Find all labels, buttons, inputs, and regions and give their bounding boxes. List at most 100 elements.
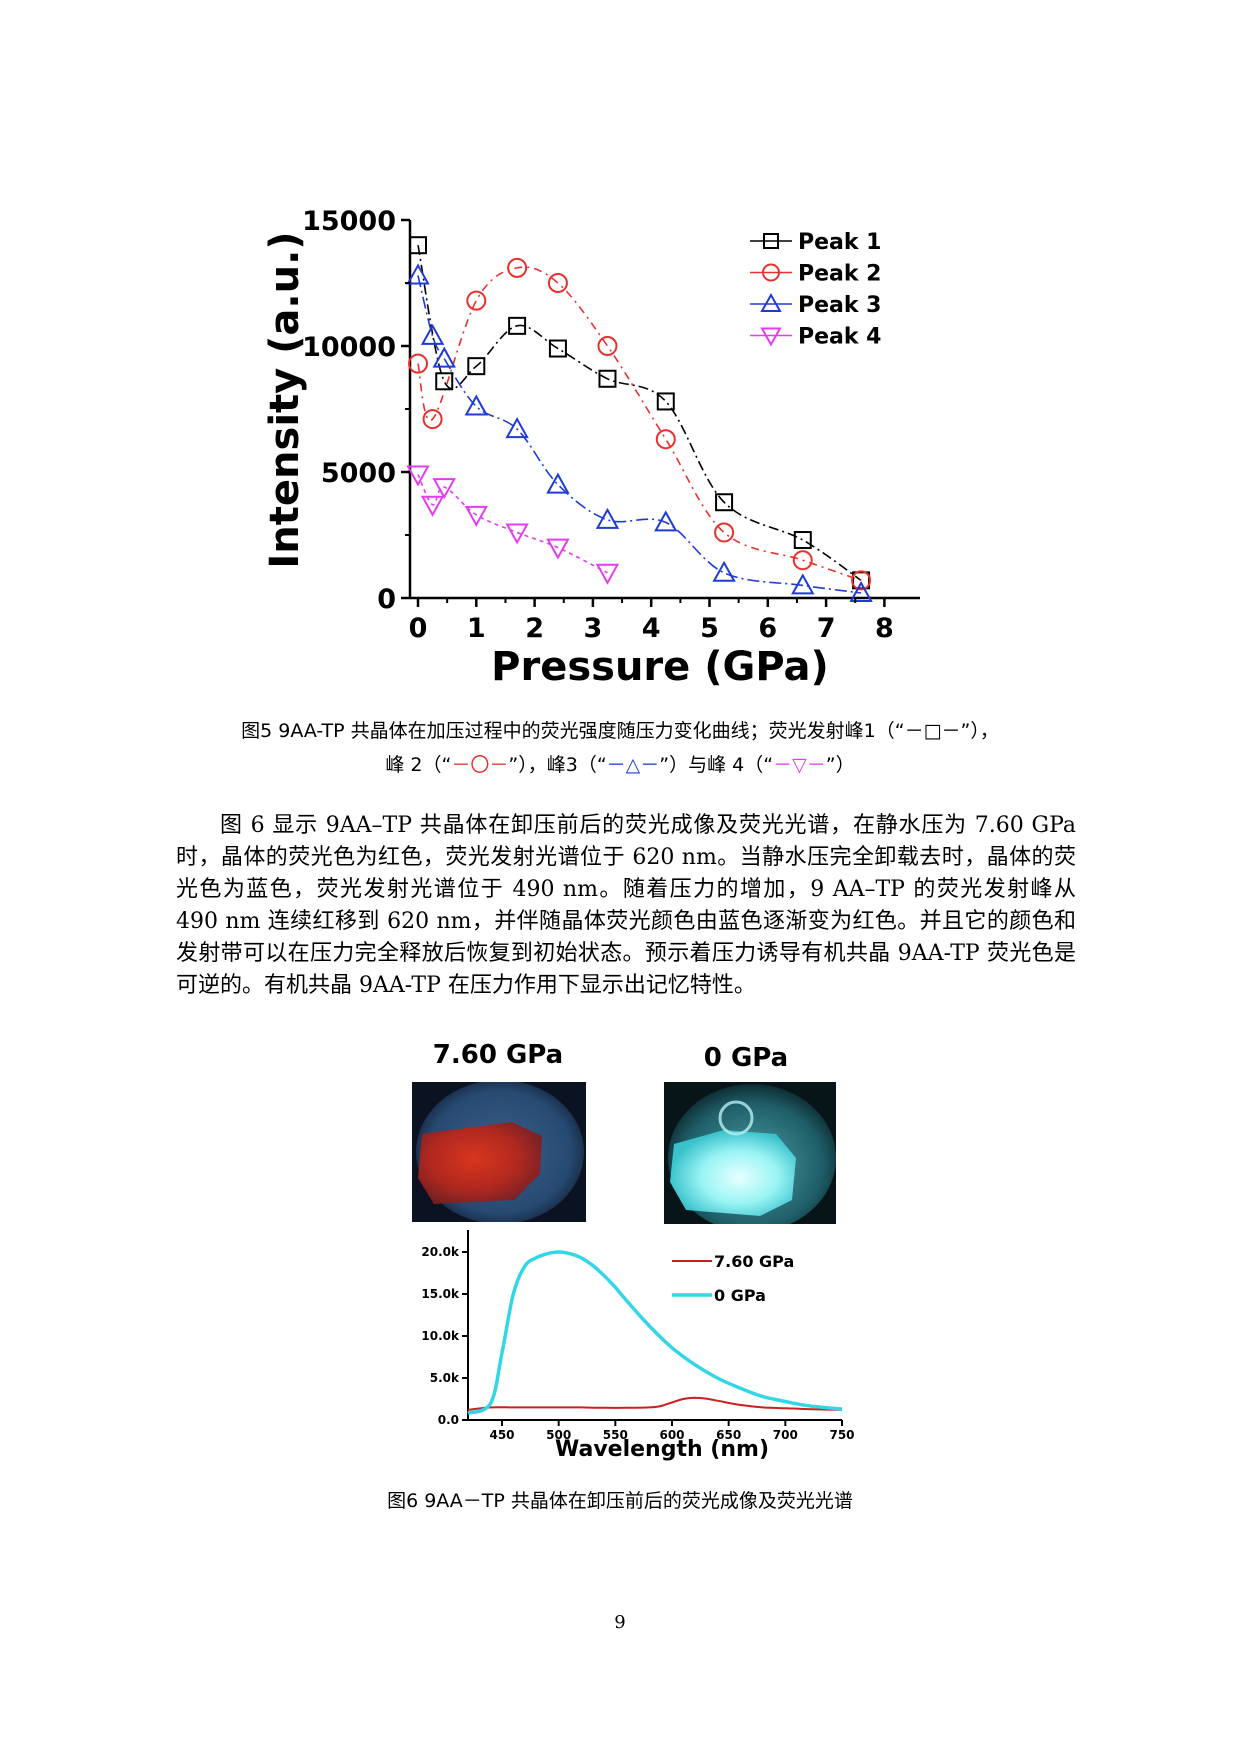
fig6-x-tick-label: 450 (489, 1428, 514, 1442)
fig5-caption-line1: 图5 9AA-TP 共晶体在加压过程中的荧光强度随压力变化曲线；荧光发射峰1（“… (0, 714, 1240, 748)
fig5-data-point (763, 233, 779, 249)
fig5-data-point (655, 429, 676, 450)
fig6-y-tick-label: 0.0 (438, 1413, 459, 1427)
fig6-chart: 450 500 550 600 650 700 750 0.0 5.0k 10.0k 15.0k 20… (421, 1230, 855, 1462)
fig5-data-point (792, 550, 813, 571)
peak3-symbol: －△－ (606, 754, 660, 776)
fig6-legend-label: 0 GPa (714, 1286, 766, 1305)
fig5-data-point (505, 417, 529, 439)
fig5-legend-label: Peak 2 (798, 262, 882, 287)
fig5-data-point (406, 263, 430, 285)
fig5-caption-line2: 峰 2（“－〇－”），峰3（“－△－”）与峰 4（“－▽－”） (0, 748, 1240, 782)
fig5-data-point (408, 353, 428, 374)
fig5-legend-label: Peak 4 (798, 325, 882, 350)
fig5-caption-text: ”） (825, 754, 855, 776)
fig6-y-tick-label: 20.0k (421, 1245, 460, 1259)
page-number: 9 (614, 1612, 626, 1633)
fig5-x-tick-label: 6 (758, 613, 777, 644)
fig5-data-point (508, 316, 527, 335)
fig5-y-tick-label: 15000 (302, 206, 396, 237)
fig6-series-line (467, 1250, 843, 1415)
fig5-data-point (714, 522, 735, 543)
fig5-ylabel: Intensity (a.u.) (262, 231, 308, 568)
fig5-xlabel: Pressure (GPa) (491, 644, 829, 690)
photo-7-60gpa (412, 1082, 586, 1222)
fig5-caption-text: ”）， (960, 720, 999, 742)
fig5-data-point (548, 339, 567, 358)
fig5-data-point (467, 357, 486, 376)
fig5-x-tick-label: 5 (700, 613, 719, 644)
fig5-legend: Peak 1 Peak 2 Peak 3 Peak 4 (750, 230, 882, 350)
fig6-xlabel: Wavelength (nm) (555, 1437, 769, 1462)
fig5-x-tick-label: 0 (409, 613, 428, 644)
fig5-data-point (595, 507, 620, 529)
fig6-legend: 7.60 GPa 0 GPa (672, 1252, 794, 1305)
fig5-data-point (712, 560, 736, 582)
fig5-x-tick-label: 4 (642, 613, 661, 644)
fig5-data-point (432, 346, 456, 368)
fig5-legend-label: Peak 1 (798, 230, 882, 255)
fig5-x-tick-label: 7 (817, 613, 836, 644)
fig5-caption-text: ”）与峰 4（“ (659, 754, 774, 776)
fig6-x-tick-label: 500 (546, 1428, 571, 1442)
fig5-data-point (546, 538, 570, 560)
fig5-x-tick-label: 3 (584, 613, 603, 644)
fig5-data-point (409, 236, 427, 255)
fig5-caption-text: 图5 9AA-TP 共晶体在加压过程中的荧光强度随压力变化曲线；荧光发射峰1（“ (241, 720, 905, 742)
fig5-data-point (760, 292, 782, 312)
fig6-x-tick-label: 600 (659, 1428, 684, 1442)
fig5-y-tick-label: 10000 (302, 332, 396, 363)
photo2-label: 0 GPa (703, 1043, 789, 1073)
fig6-legend-label: 7.60 GPa (714, 1252, 794, 1271)
fig5-x-tick-label: 8 (875, 613, 894, 644)
fig5-data-point (435, 372, 454, 391)
fig5-data-point (851, 570, 872, 591)
fig5-x-tick-label: 1 (467, 613, 486, 644)
fig6-series-line (467, 1396, 843, 1411)
fig6-caption: 图6 9AA－TP 共晶体在卸压前后的荧光成像及荧光光谱 (387, 1490, 853, 1512)
fig5-data-point (464, 505, 488, 527)
fig5-data-point (505, 523, 529, 545)
fig5-data-point (849, 580, 873, 602)
fig6-y-tick-label: 5.0k (430, 1371, 460, 1385)
fig5-x-tick-label: 2 (525, 613, 544, 644)
fig5-data-point (760, 327, 782, 347)
fig5-data-point (466, 290, 487, 311)
fig5-data-point (598, 369, 617, 388)
fig6-x-tick-label: 650 (716, 1428, 741, 1442)
fig5-data-point (791, 573, 815, 595)
photo-0gpa (664, 1082, 836, 1224)
fig5-data-point (715, 493, 734, 512)
body-paragraph: 图 6 显示 9AA–TP 共晶体在卸压前后的荧光成像及荧光光谱，在静水压为 7… (176, 810, 1076, 1002)
fig5-data-point (546, 472, 570, 494)
fig5-data-point (406, 465, 430, 487)
fig5-legend-label: Peak 3 (798, 293, 882, 318)
fig5-y-tick-label: 0 (377, 584, 396, 615)
fig5-data-point (420, 495, 445, 517)
peak1-symbol: －□－ (904, 720, 961, 742)
fig6-x-tick-label: 750 (829, 1428, 854, 1442)
fig6-x-tick-label: 550 (603, 1428, 628, 1442)
photo1-label: 7.60 GPa (432, 1040, 564, 1070)
fig5-data-point (595, 563, 620, 585)
peak4-symbol: －▽－ (773, 754, 826, 776)
fig5-data-point (656, 392, 675, 411)
fig5-data-point (422, 409, 443, 430)
fig5-data-point (420, 323, 445, 345)
fig5-data-point (432, 478, 456, 500)
fig5-y-tick-label: 5000 (321, 458, 396, 489)
fig5-caption-text: 峰 2（“ (385, 754, 452, 776)
fig5-data-point (793, 531, 812, 550)
fig5-data-point (597, 336, 618, 356)
fig5-caption-text: ”），峰3（“ (508, 754, 607, 776)
fig6-y-tick-label: 10.0k (421, 1329, 460, 1343)
fig5-data-point (507, 257, 528, 278)
fig5-data-point (654, 510, 678, 532)
body-paragraph-text: 图 6 显示 9AA–TP 共晶体在卸压前后的荧光成像及荧光光谱，在静水压为 7… (176, 813, 1076, 998)
peak2-symbol: －〇－ (451, 754, 509, 776)
fig5-series-line (417, 266, 862, 582)
fig5-data-point (464, 394, 488, 416)
fig6-y-tick-label: 15.0k (421, 1287, 460, 1301)
fig6-x-tick-label: 700 (773, 1428, 798, 1442)
